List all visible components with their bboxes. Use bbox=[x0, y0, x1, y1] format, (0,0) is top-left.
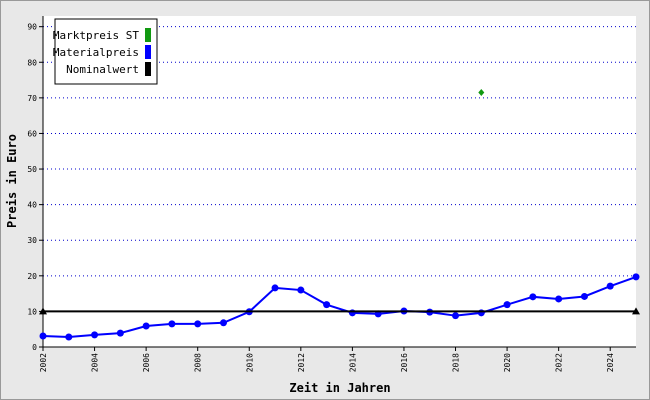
point bbox=[555, 295, 563, 303]
point bbox=[271, 284, 279, 292]
legend-label: Marktpreis ST bbox=[53, 29, 139, 42]
x-tick-label: 2014 bbox=[348, 353, 357, 372]
point bbox=[632, 273, 640, 281]
point bbox=[219, 319, 227, 327]
x-tick-label: 2024 bbox=[606, 353, 615, 372]
x-tick-label: 2018 bbox=[452, 353, 461, 372]
y-axis-title: Preis in Euro bbox=[5, 134, 19, 228]
point bbox=[142, 322, 150, 330]
point bbox=[580, 292, 588, 300]
x-tick-label: 2020 bbox=[503, 353, 512, 372]
point bbox=[116, 329, 124, 337]
x-tick-label: 2012 bbox=[297, 353, 306, 372]
point bbox=[297, 286, 305, 294]
point bbox=[168, 320, 176, 328]
point bbox=[477, 309, 485, 317]
point bbox=[452, 312, 460, 320]
x-tick-label: 2016 bbox=[400, 353, 409, 372]
legend-label: Nominalwert bbox=[66, 63, 139, 76]
point bbox=[323, 301, 331, 309]
point bbox=[348, 309, 356, 317]
point bbox=[606, 282, 614, 290]
y-tick-label: 50 bbox=[27, 165, 37, 174]
legend-box bbox=[54, 18, 158, 85]
point bbox=[478, 89, 485, 97]
point bbox=[91, 331, 99, 339]
y-tick-label: 60 bbox=[27, 129, 37, 138]
legend-swatch bbox=[145, 62, 151, 76]
y-tick-label: 70 bbox=[27, 94, 37, 103]
x-axis-title: Zeit in Jahren bbox=[289, 381, 390, 395]
point bbox=[529, 293, 537, 301]
y-tick-label: 0 bbox=[32, 343, 37, 352]
x-tick-label: 2022 bbox=[555, 353, 564, 372]
point bbox=[39, 307, 47, 315]
legend-swatch bbox=[145, 45, 151, 59]
x-tick-label: 2002 bbox=[39, 353, 48, 372]
point bbox=[632, 307, 640, 315]
legend-swatch bbox=[145, 28, 151, 42]
y-tick-label: 10 bbox=[27, 307, 37, 316]
y-tick-label: 20 bbox=[27, 272, 37, 281]
point bbox=[503, 301, 511, 309]
y-tick-label: 90 bbox=[27, 23, 37, 32]
y-tick-label: 40 bbox=[27, 201, 37, 210]
point bbox=[194, 320, 202, 328]
legend: Marktpreis ST Materialpreis Nominalwert bbox=[53, 18, 158, 85]
x-tick-label: 2010 bbox=[245, 353, 254, 372]
x-tick-label: 2006 bbox=[142, 353, 151, 372]
point bbox=[39, 332, 47, 340]
legend-label: Materialpreis bbox=[53, 46, 139, 59]
point bbox=[65, 333, 73, 341]
x-tick-label: 2008 bbox=[194, 353, 203, 372]
x-tick-label: 2004 bbox=[91, 353, 100, 372]
y-tick-label: 30 bbox=[27, 236, 37, 245]
line bbox=[42, 275, 637, 339]
y-tick-label: 80 bbox=[27, 58, 37, 67]
